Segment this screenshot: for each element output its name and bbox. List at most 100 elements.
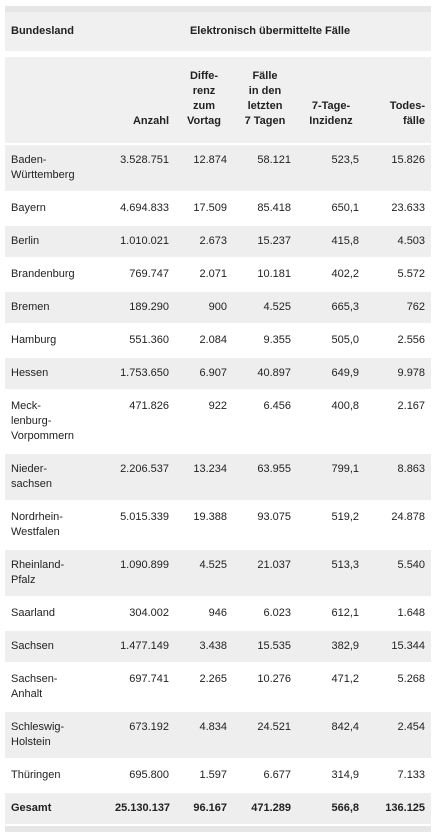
value-cell: 946: [175, 597, 233, 631]
value-cell: 471.826: [109, 390, 175, 454]
table-row: Saarland 304.002 946 6.023 612,1 1.648: [5, 597, 432, 631]
value-cell: 697.741: [109, 663, 175, 712]
header-group: Elektronisch übermittelte Fälle: [109, 12, 432, 57]
value-cell: 799,1: [297, 453, 365, 502]
data-table: Bundesland Elektronisch übermittelte Fäl…: [5, 12, 432, 826]
value-cell: 513,3: [297, 549, 365, 598]
value-cell: 23.633: [365, 192, 432, 226]
value-cell: 6.023: [233, 597, 297, 631]
value-cell: 19.388: [175, 501, 233, 550]
body: Bundesland Elektronisch übermittelte Fäl…: [0, 6, 436, 832]
value-cell: 1.477.149: [109, 630, 175, 664]
value-cell: 4.694.833: [109, 192, 175, 226]
value-cell: 3.438: [175, 630, 233, 664]
value-cell: 6.677: [233, 759, 297, 793]
header-cell: [5, 54, 109, 145]
value-cell: 4.525: [175, 549, 233, 598]
table-row: Meck- lenburg- Vorpommern 471.826 922 6.456…: [5, 390, 432, 454]
column-header: Todes- fälle: [365, 54, 432, 145]
value-cell: 762: [365, 291, 432, 325]
value-cell: 471,2: [297, 663, 365, 712]
value-cell: 8.863: [365, 453, 432, 502]
value-cell: 2.265: [175, 663, 233, 712]
value-cell: 695.800: [109, 759, 175, 793]
value-cell: 922: [175, 390, 233, 454]
value-cell: 505,0: [297, 324, 365, 358]
value-cell: 15.344: [365, 630, 432, 664]
value-cell: 1.090.899: [109, 549, 175, 598]
state-name: Bayern: [5, 192, 109, 226]
total-value: 136.125: [365, 792, 432, 826]
table-row: Thüringen 695.800 1.597 6.677 314,9 7.133: [5, 759, 432, 793]
table-row: Sachsen- Anhalt 697.741 2.265 10.276 471,2 5.…: [5, 663, 432, 712]
value-cell: 304.002: [109, 597, 175, 631]
value-cell: 15.237: [233, 225, 297, 259]
table-row: Hamburg 551.360 2.084 9.355 505,0 2.556: [5, 324, 432, 358]
table-container: Bundesland Elektronisch übermittelte Fäl…: [5, 6, 432, 826]
column-header: 7-Tage- Inzidenz: [297, 54, 365, 145]
value-cell: 13.234: [175, 453, 233, 502]
value-cell: 612,1: [297, 597, 365, 631]
value-cell: 10.181: [233, 258, 297, 292]
table-row: Nordrhein- Westfalen 5.015.339 19.388 93.07…: [5, 501, 432, 550]
table-row: Brandenburg 769.747 2.071 10.181 402,2 5.572: [5, 258, 432, 292]
state-name: Meck- lenburg- Vorpommern: [5, 390, 109, 454]
table-row: Rheinland- Pfalz 1.090.899 4.525 21.037 513,…: [5, 549, 432, 598]
value-cell: 93.075: [233, 501, 297, 550]
value-cell: 15.535: [233, 630, 297, 664]
value-cell: 5.015.339: [109, 501, 175, 550]
value-cell: 2.167: [365, 390, 432, 454]
table-row: Bayern 4.694.833 17.509 85.418 650,1 23.633: [5, 192, 432, 226]
total-value: 471.289: [233, 792, 297, 826]
state-name: Hessen: [5, 357, 109, 391]
state-name: Saarland: [5, 597, 109, 631]
total-value: 25.130.137: [109, 792, 175, 826]
table-row: Berlin 1.010.021 2.673 15.237 415,8 4.503: [5, 225, 432, 259]
value-cell: 1.597: [175, 759, 233, 793]
value-cell: 314,9: [297, 759, 365, 793]
value-cell: 63.955: [233, 453, 297, 502]
value-cell: 4.503: [365, 225, 432, 259]
value-cell: 1.753.650: [109, 357, 175, 391]
value-cell: 4.525: [233, 291, 297, 325]
state-name: Nieder- sachsen: [5, 453, 109, 502]
value-cell: 5.268: [365, 663, 432, 712]
state-name: Thüringen: [5, 759, 109, 793]
state-name: Baden- Württemberg: [5, 144, 109, 193]
page: Table {"header": {"first_column": "Bunde…: [0, 6, 436, 832]
value-cell: 189.290: [109, 291, 175, 325]
table-row: Baden- Württemberg 3.528.751 12.874 58.121 5…: [5, 144, 432, 193]
state-name: Brandenburg: [5, 258, 109, 292]
value-cell: 24.521: [233, 711, 297, 760]
value-cell: 519,2: [297, 501, 365, 550]
column-header: Diffe- renz zum Vortag: [175, 54, 233, 145]
value-cell: 21.037: [233, 549, 297, 598]
total-value: 566,8: [297, 792, 365, 826]
value-cell: 85.418: [233, 192, 297, 226]
value-cell: 673.192: [109, 711, 175, 760]
value-cell: 650,1: [297, 192, 365, 226]
value-cell: 900: [175, 291, 233, 325]
value-cell: 5.572: [365, 258, 432, 292]
table-row: Schleswig- Holstein 673.192 4.834 24.521 842…: [5, 711, 432, 760]
state-name: Hamburg: [5, 324, 109, 358]
value-cell: 2.556: [365, 324, 432, 358]
value-cell: 523,5: [297, 144, 365, 193]
value-cell: 2.673: [175, 225, 233, 259]
state-name: Sachsen: [5, 630, 109, 664]
state-name: Berlin: [5, 225, 109, 259]
value-cell: 2.454: [365, 711, 432, 760]
column-header: Fälle in den letzten 7 Tagen: [233, 54, 297, 145]
table-row: Hessen 1.753.650 6.907 40.897 649,9 9.978: [5, 357, 432, 391]
table-row: Bremen 189.290 900 4.525 665,3 762: [5, 291, 432, 325]
state-name: Sachsen- Anhalt: [5, 663, 109, 712]
value-cell: 3.528.751: [109, 144, 175, 193]
state-name: Nordrhein- Westfalen: [5, 501, 109, 550]
value-cell: 12.874: [175, 144, 233, 193]
value-cell: 4.834: [175, 711, 233, 760]
value-cell: 24.878: [365, 501, 432, 550]
value-cell: 2.084: [175, 324, 233, 358]
value-cell: 9.978: [365, 357, 432, 391]
value-cell: 6.907: [175, 357, 233, 391]
value-cell: 842,4: [297, 711, 365, 760]
